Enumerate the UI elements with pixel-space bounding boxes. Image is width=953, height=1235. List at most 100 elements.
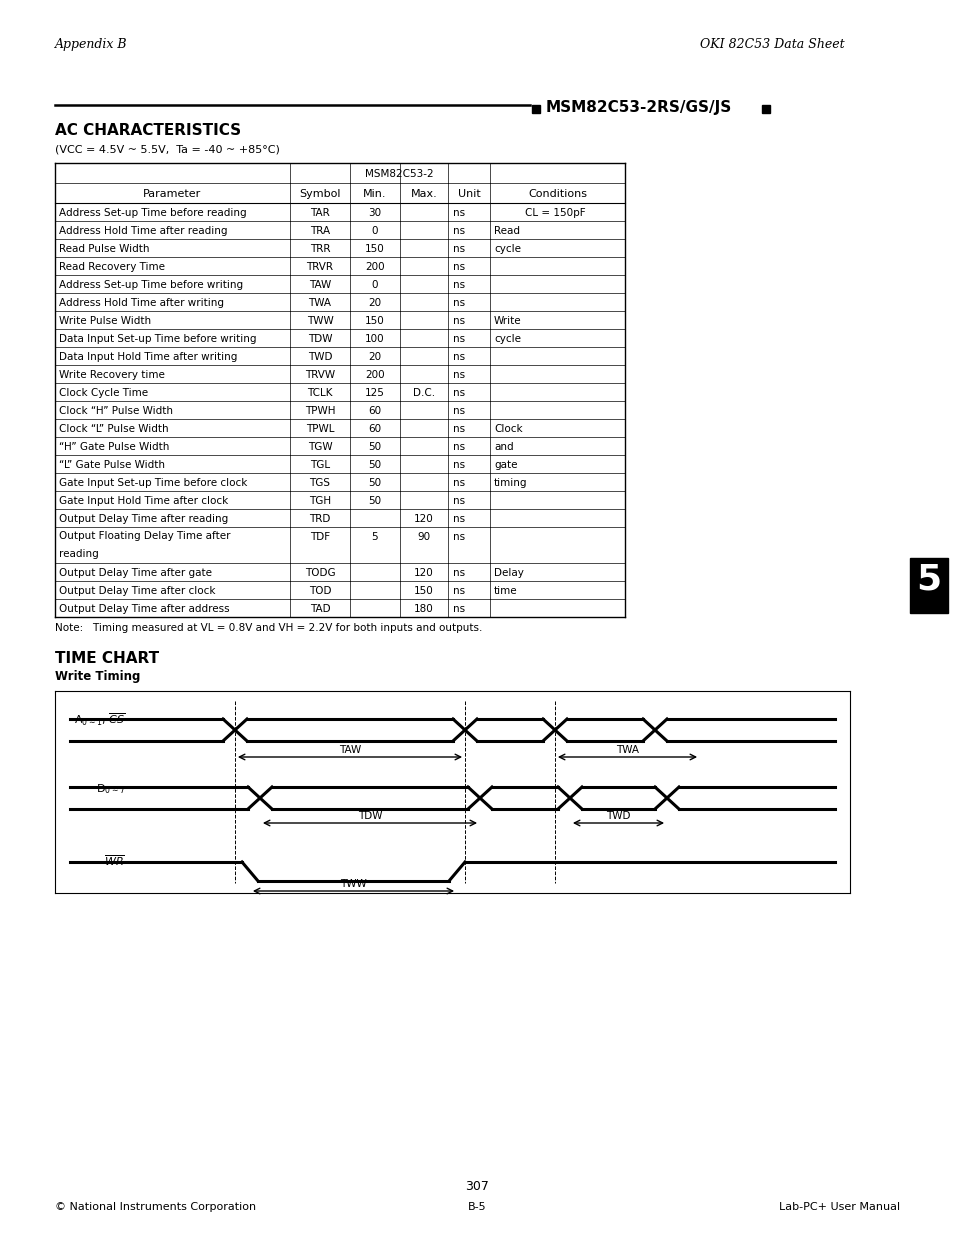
Text: 120: 120 (414, 514, 434, 524)
Text: TOD: TOD (309, 585, 331, 597)
Text: Note:   Timing measured at VL = 0.8V and VH = 2.2V for both inputs and outputs.: Note: Timing measured at VL = 0.8V and V… (55, 622, 482, 634)
Text: Clock Cycle Time: Clock Cycle Time (59, 388, 148, 398)
Bar (761, 105, 769, 112)
Text: 20: 20 (368, 298, 381, 308)
Text: Address Set-up Time before writing: Address Set-up Time before writing (59, 280, 243, 290)
Text: “L” Gate Pulse Width: “L” Gate Pulse Width (59, 459, 165, 471)
Text: 50: 50 (368, 496, 381, 506)
Text: TCLK: TCLK (307, 388, 333, 398)
Text: TWW: TWW (340, 879, 367, 889)
Text: Write Timing: Write Timing (55, 671, 140, 683)
Text: TRD: TRD (309, 514, 331, 524)
Text: 60: 60 (368, 424, 381, 433)
Text: Address Hold Time after reading: Address Hold Time after reading (59, 226, 227, 236)
Text: TDW: TDW (308, 333, 332, 345)
Text: 200: 200 (365, 370, 384, 380)
Text: 90: 90 (417, 532, 430, 542)
Text: ns: ns (453, 352, 465, 362)
Text: 150: 150 (365, 245, 384, 254)
Text: 50: 50 (368, 442, 381, 452)
Text: 200: 200 (365, 262, 384, 272)
Text: ns: ns (453, 245, 465, 254)
Text: Write Pulse Width: Write Pulse Width (59, 316, 151, 326)
Text: ns: ns (453, 478, 465, 488)
Text: ns: ns (453, 316, 465, 326)
Text: 150: 150 (365, 316, 384, 326)
Text: 307: 307 (464, 1179, 489, 1193)
Text: ns: ns (453, 406, 465, 416)
Text: TPWL: TPWL (305, 424, 334, 433)
Text: Data Input Hold Time after writing: Data Input Hold Time after writing (59, 352, 237, 362)
Text: cycle: cycle (494, 245, 520, 254)
Text: Clock “H” Pulse Width: Clock “H” Pulse Width (59, 406, 172, 416)
Text: TGL: TGL (310, 459, 330, 471)
Text: 0: 0 (372, 280, 377, 290)
Text: Read Recovery Time: Read Recovery Time (59, 262, 165, 272)
Text: ns: ns (453, 568, 465, 578)
Text: Output Floating Delay Time after: Output Floating Delay Time after (59, 531, 231, 541)
Text: 60: 60 (368, 406, 381, 416)
Text: ns: ns (453, 532, 465, 542)
Text: Output Delay Time after reading: Output Delay Time after reading (59, 514, 228, 524)
Text: ns: ns (453, 370, 465, 380)
Text: 50: 50 (368, 459, 381, 471)
Text: Conditions: Conditions (527, 189, 586, 199)
Text: 150: 150 (414, 585, 434, 597)
Text: AC CHARACTERISTICS: AC CHARACTERISTICS (55, 124, 241, 138)
Text: Data Input Set-up Time before writing: Data Input Set-up Time before writing (59, 333, 256, 345)
Text: ns: ns (453, 226, 465, 236)
Text: Appendix B: Appendix B (55, 38, 128, 51)
Text: cycle: cycle (494, 333, 520, 345)
Text: gate: gate (494, 459, 517, 471)
Bar (532, 105, 539, 112)
Text: ns: ns (453, 604, 465, 614)
Text: 120: 120 (414, 568, 434, 578)
Text: TRA: TRA (310, 226, 330, 236)
Text: ns: ns (453, 298, 465, 308)
Text: CL = 150pF: CL = 150pF (524, 207, 585, 219)
Text: TIME CHART: TIME CHART (55, 651, 159, 666)
Text: TGW: TGW (308, 442, 332, 452)
Text: 5: 5 (916, 563, 941, 597)
Text: 30: 30 (368, 207, 381, 219)
Text: (VCC = 4.5V ~ 5.5V,  Ta = -40 ~ +85°C): (VCC = 4.5V ~ 5.5V, Ta = -40 ~ +85°C) (55, 144, 279, 156)
Text: TGS: TGS (309, 478, 330, 488)
Text: ns: ns (453, 388, 465, 398)
Text: 0: 0 (372, 226, 377, 236)
Text: B-5: B-5 (467, 1202, 486, 1212)
Text: ns: ns (453, 459, 465, 471)
Text: TWA: TWA (308, 298, 331, 308)
Text: timing: timing (494, 478, 527, 488)
Text: Gate Input Hold Time after clock: Gate Input Hold Time after clock (59, 496, 228, 506)
Text: Address Hold Time after writing: Address Hold Time after writing (59, 298, 224, 308)
Text: TWD: TWD (308, 352, 332, 362)
Text: 100: 100 (365, 333, 384, 345)
Text: TDW: TDW (357, 811, 382, 821)
Text: Write Recovery time: Write Recovery time (59, 370, 165, 380)
Text: D$_{0\sim7}$: D$_{0\sim7}$ (95, 782, 125, 795)
Text: Delay: Delay (494, 568, 523, 578)
Text: Address Set-up Time before reading: Address Set-up Time before reading (59, 207, 247, 219)
Text: D.C.: D.C. (413, 388, 435, 398)
Text: ns: ns (453, 496, 465, 506)
Text: Read Pulse Width: Read Pulse Width (59, 245, 150, 254)
Text: TWW: TWW (306, 316, 333, 326)
Text: 5: 5 (372, 532, 378, 542)
Text: Read: Read (494, 226, 519, 236)
Text: ns: ns (453, 262, 465, 272)
Text: ns: ns (453, 514, 465, 524)
Text: OKI 82C53 Data Sheet: OKI 82C53 Data Sheet (700, 38, 843, 51)
Text: Symbol: Symbol (299, 189, 340, 199)
Text: Unit: Unit (457, 189, 480, 199)
Text: A$_{0\sim1}$, $\overline{CS}$: A$_{0\sim1}$, $\overline{CS}$ (73, 711, 125, 727)
Text: TDF: TDF (310, 532, 330, 542)
Text: 125: 125 (365, 388, 384, 398)
Text: TPWH: TPWH (304, 406, 335, 416)
Text: TWA: TWA (616, 745, 639, 755)
Text: Output Delay Time after address: Output Delay Time after address (59, 604, 230, 614)
Text: $\overline{WR}$: $\overline{WR}$ (104, 853, 125, 868)
Text: Gate Input Set-up Time before clock: Gate Input Set-up Time before clock (59, 478, 247, 488)
Text: “H” Gate Pulse Width: “H” Gate Pulse Width (59, 442, 170, 452)
Text: Clock: Clock (494, 424, 522, 433)
Text: TRVW: TRVW (305, 370, 335, 380)
